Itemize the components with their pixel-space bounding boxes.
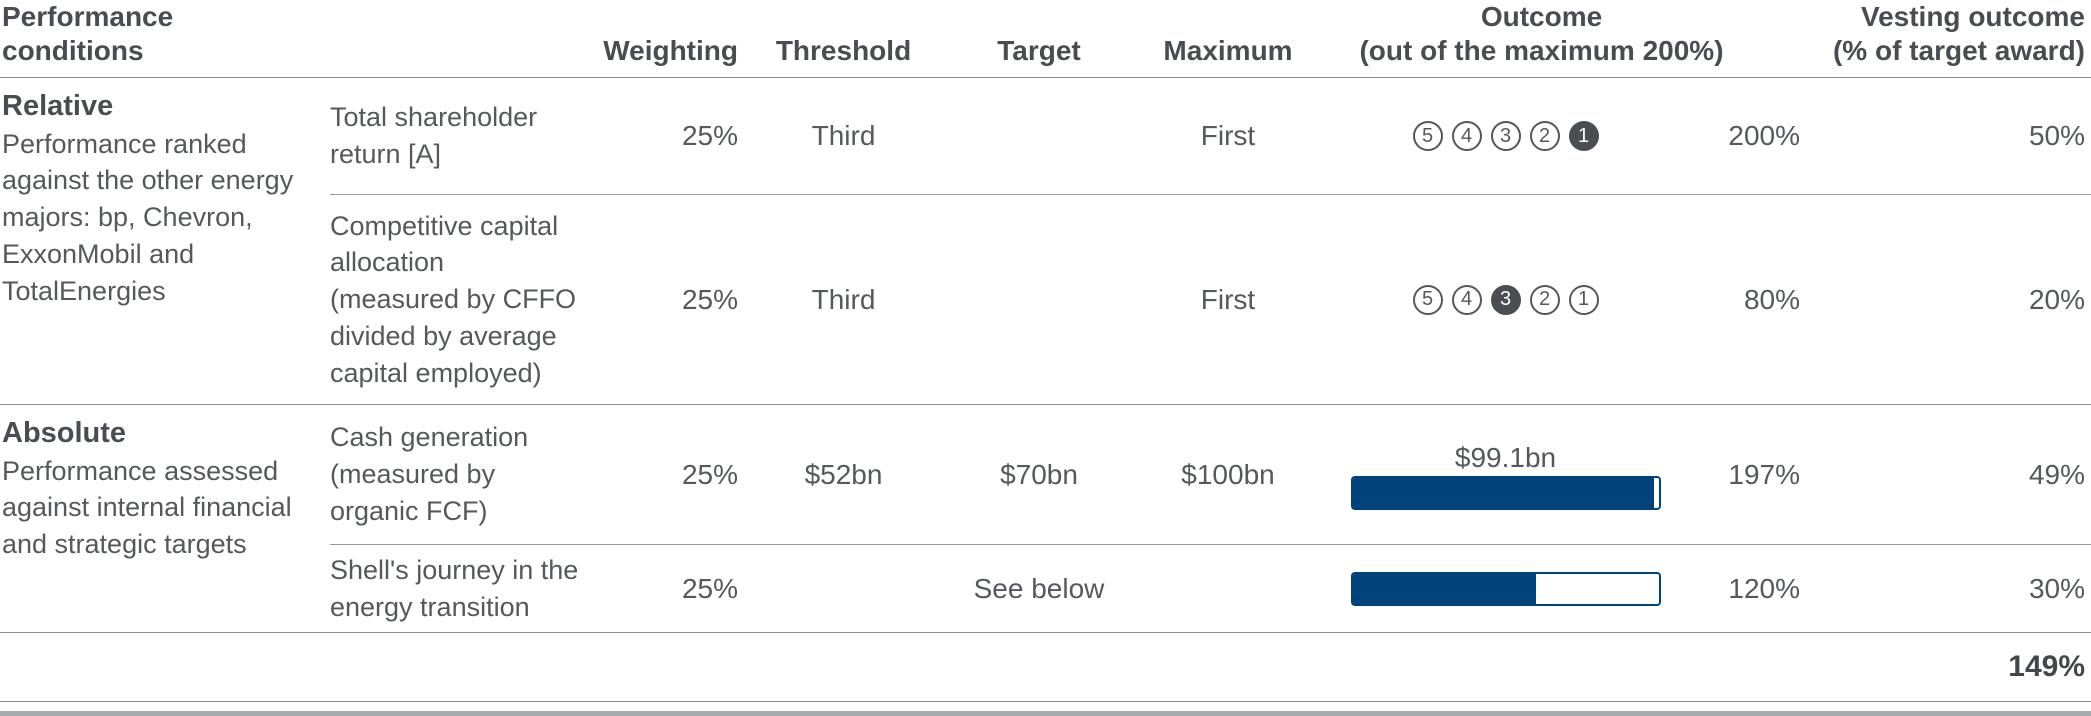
- header-threshold: Threshold: [775, 35, 912, 67]
- section-absolute-label: Absolute Performance assessed against in…: [0, 405, 330, 632]
- rank-chip-1: 1: [1568, 284, 1599, 315]
- rank-chip-3: 3: [1490, 284, 1521, 315]
- maximum-value: First: [1200, 283, 1256, 315]
- measure-label: Shell's journey in the energy transition: [330, 554, 579, 622]
- header-maximum: Maximum: [1163, 35, 1293, 67]
- section-relative-rows: Total shareholder return [A] 25% Third F…: [330, 78, 2091, 404]
- progress-bar-track: [1350, 571, 1661, 606]
- rank-chip-2: 2: [1529, 121, 1560, 151]
- target-value: $70bn: [1000, 458, 1078, 490]
- weighting-value: 25%: [681, 572, 738, 604]
- total-row: 149%: [0, 633, 2091, 701]
- outcome-value: 200%: [1728, 120, 1800, 151]
- vesting-value: 49%: [2028, 458, 2085, 490]
- measure-label: Competitive capital allocation (measured…: [330, 210, 577, 388]
- progress-bar-track: [1350, 475, 1661, 510]
- progress-bar-fill: [1352, 573, 1537, 604]
- weighting-value: 25%: [681, 458, 738, 490]
- row-divider-line: [330, 194, 2091, 195]
- section-relative: Relative Performance ranked against the …: [0, 78, 2091, 404]
- row-divider-line: [330, 544, 2091, 545]
- rank-indicator: 5 4 3 2 1: [1323, 121, 1688, 151]
- vesting-value: 30%: [2028, 572, 2085, 604]
- total-divider-line: [0, 701, 2091, 702]
- header-divider-line: [0, 77, 2091, 78]
- target-value: See below: [973, 572, 1105, 604]
- bar-value-label: $99.1bn: [1454, 441, 1557, 473]
- header-outcome-line1: Outcome: [1480, 1, 1603, 32]
- outcome-cell: $99.1bn 197%: [1323, 405, 1800, 544]
- section-relative-title: Relative: [2, 90, 114, 122]
- threshold-value: Third: [811, 283, 876, 315]
- vesting-value: 50%: [2028, 120, 2085, 151]
- section-relative-description: Performance ranked against the other ene…: [2, 128, 294, 306]
- table-row-tsr: Total shareholder return [A] 25% Third F…: [330, 78, 2091, 194]
- header-outcome: Outcome (out of the maximum 200%): [1323, 0, 1800, 68]
- progress-bar-fill: [1352, 477, 1654, 508]
- header-vesting-outcome: Vesting outcome (% of target award): [1800, 0, 2091, 68]
- progress-bar-indicator: [1323, 571, 1688, 606]
- total-vesting-value: 149%: [2008, 650, 2085, 683]
- table-header-row: Performance conditions Weighting Thresho…: [0, 0, 2091, 77]
- progress-bar-indicator: $99.1bn: [1323, 440, 1688, 510]
- maximum-value: $100bn: [1181, 458, 1275, 490]
- rank-chip-2: 2: [1529, 284, 1560, 315]
- section-absolute-rows: Cash generation (measured by organic FCF…: [330, 405, 2091, 632]
- rank-chip-5: 5: [1412, 121, 1443, 151]
- section-divider-line: [0, 632, 2091, 633]
- outcome-value: 80%: [1743, 283, 1800, 315]
- outcome-cell: 5 4 3 2 1 80%: [1323, 195, 1800, 404]
- rank-indicator: 5 4 3 2 1: [1323, 284, 1688, 315]
- header-outcome-line2: (out of the maximum 200%): [1359, 35, 1724, 67]
- maximum-value: First: [1200, 120, 1256, 151]
- threshold-value: $52bn: [804, 458, 883, 490]
- table-row-competitive-capital: Competitive capital allocation (measured…: [330, 195, 2091, 404]
- header-performance-conditions: Performance conditions: [2, 1, 174, 67]
- rank-chip-4: 4: [1451, 284, 1482, 315]
- rank-chip-1: 1: [1568, 121, 1599, 151]
- outcome-value: 120%: [1728, 572, 1800, 604]
- section-relative-label: Relative Performance ranked against the …: [0, 78, 330, 404]
- table-row-cash-generation: Cash generation (measured by organic FCF…: [330, 405, 2091, 544]
- measure-label: Total shareholder return [A]: [330, 102, 538, 169]
- header-vesting-line1: Vesting outcome: [1860, 1, 2085, 32]
- table-row-energy-transition: Shell's journey in the energy transition…: [330, 545, 2091, 632]
- outcome-value: 197%: [1728, 458, 1800, 490]
- rank-chip-4: 4: [1451, 121, 1482, 151]
- header-weighting: Weighting: [603, 35, 738, 67]
- header-target: Target: [997, 35, 1081, 67]
- weighting-value: 25%: [681, 283, 738, 315]
- section-absolute: Absolute Performance assessed against in…: [0, 405, 2091, 632]
- section-absolute-title: Absolute: [2, 417, 127, 449]
- outcome-cell: 120%: [1323, 545, 1800, 632]
- outcome-cell: 5 4 3 2 1 200%: [1323, 78, 1800, 194]
- vesting-value: 20%: [2028, 283, 2085, 315]
- weighting-value: 25%: [681, 120, 738, 151]
- section-divider-line: [0, 404, 2091, 405]
- threshold-value: Third: [811, 120, 876, 151]
- rank-chip-5: 5: [1412, 284, 1443, 315]
- section-absolute-description: Performance assessed against internal fi…: [2, 455, 292, 560]
- header-vesting-line2: (% of target award): [1832, 35, 2085, 67]
- bottom-rule: [0, 711, 2091, 716]
- measure-label: Cash generation (measured by organic FCF…: [330, 422, 529, 526]
- rank-chip-3: 3: [1490, 121, 1521, 151]
